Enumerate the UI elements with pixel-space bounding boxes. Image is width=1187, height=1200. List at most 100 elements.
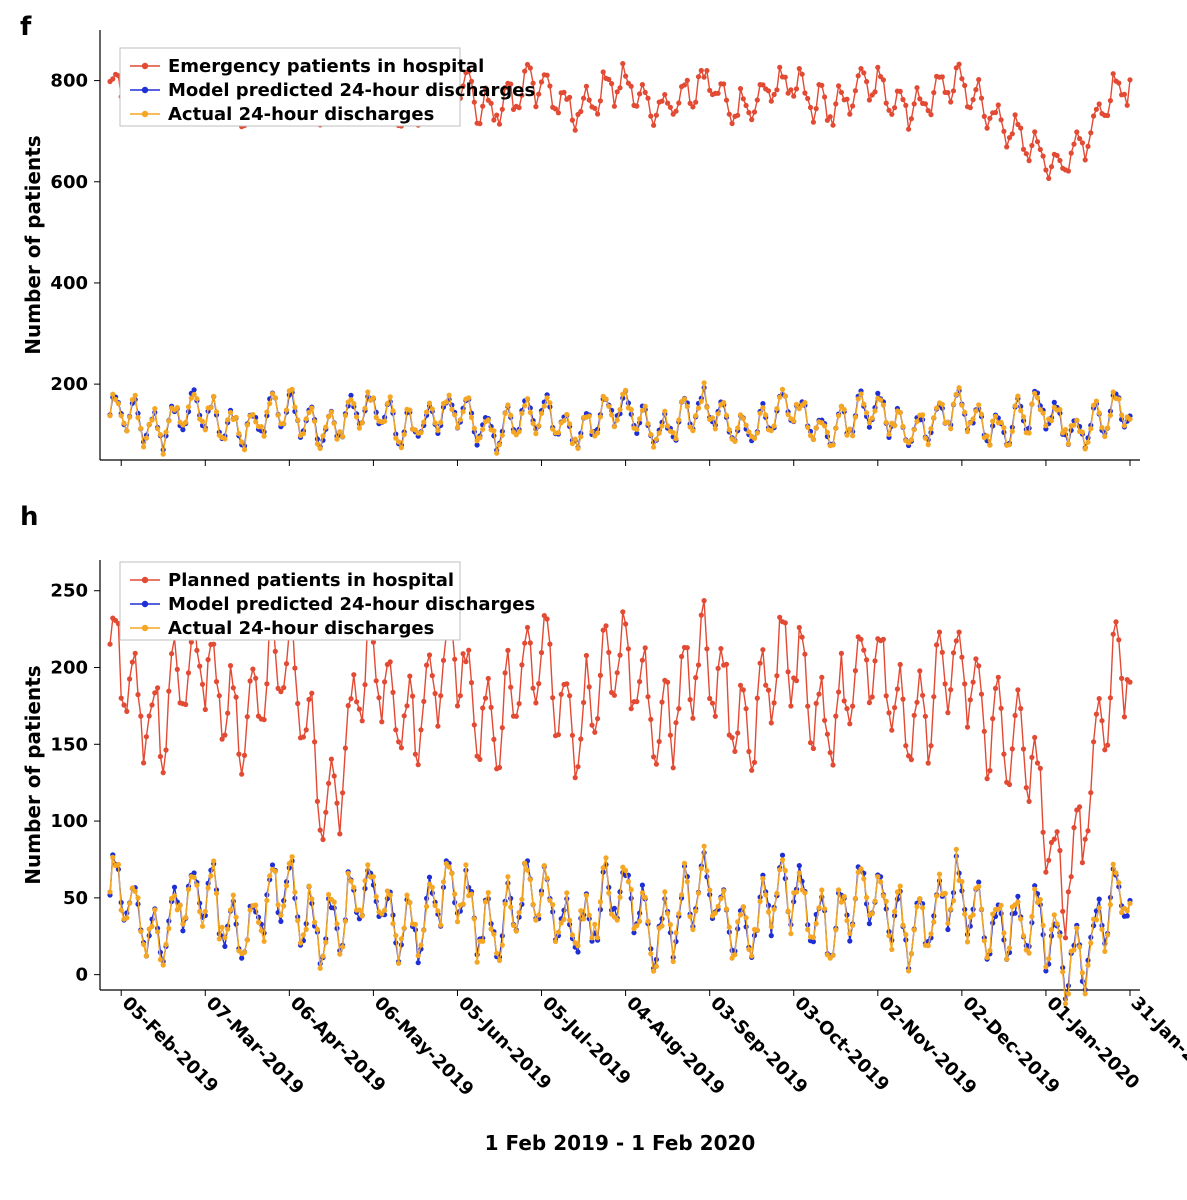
series-orange-point [671, 959, 676, 964]
series-red-point [301, 734, 306, 739]
series-red-point [1052, 837, 1057, 842]
series-red-point [867, 700, 872, 705]
series-orange-point [985, 955, 990, 960]
series-orange-point [447, 864, 452, 869]
series-red-point [1097, 696, 1102, 701]
series-orange-point [438, 420, 443, 425]
series-orange-point [525, 396, 530, 401]
series-orange-point [200, 419, 205, 424]
series-red-point [603, 623, 608, 628]
series-red-point [758, 661, 763, 666]
series-orange-point [418, 430, 423, 435]
series-red-point [612, 693, 617, 698]
series-orange-point [402, 432, 407, 437]
series-red-point [786, 669, 791, 674]
series-blue-point [612, 906, 617, 911]
series-orange-point [598, 414, 603, 419]
series-red-point [662, 92, 667, 97]
series-orange-point [702, 380, 707, 385]
series-orange-point [934, 893, 939, 898]
series-orange-point [194, 883, 199, 888]
series-orange-point [805, 927, 810, 932]
series-red-point [906, 127, 911, 132]
series-orange-point [491, 428, 496, 433]
series-red-point [1018, 706, 1023, 711]
series-red-point [645, 694, 650, 699]
series-red-point [1105, 113, 1110, 118]
series-orange-point [107, 889, 112, 894]
series-orange-point [1018, 916, 1023, 921]
series-orange-point [332, 421, 337, 426]
series-orange-point [178, 903, 183, 908]
series-red-point [640, 658, 645, 663]
series-orange-point [567, 918, 572, 923]
series-orange-point [617, 407, 622, 412]
series-red-point [522, 69, 527, 74]
series-red-point [735, 113, 740, 118]
series-orange-point [1085, 963, 1090, 968]
series-orange-point [990, 911, 995, 916]
series-red-point [702, 598, 707, 603]
series-red-point [755, 97, 760, 102]
series-red-point [965, 725, 970, 730]
series-red-point [236, 752, 241, 757]
series-orange-point [760, 876, 765, 881]
series-orange-point [553, 939, 558, 944]
series-red-point [155, 685, 160, 690]
series-red-point [1013, 112, 1018, 117]
series-orange-point [290, 387, 295, 392]
series-red-point [912, 713, 917, 718]
series-orange-point [847, 931, 852, 936]
series-red-point [601, 628, 606, 633]
series-orange-point [166, 926, 171, 931]
series-red-point [550, 695, 555, 700]
series-red-point [413, 752, 418, 757]
series-orange-point [861, 876, 866, 881]
series-red-point [1043, 870, 1048, 875]
series-orange-point [435, 908, 440, 913]
series-red-point [665, 680, 670, 685]
series-orange-point [962, 912, 967, 917]
series-orange-point [1099, 425, 1104, 430]
series-red-point [124, 709, 129, 714]
series-orange-point [842, 894, 847, 899]
series-orange-point [561, 917, 566, 922]
series-red-point [814, 106, 819, 111]
series-red-point [1094, 107, 1099, 112]
series-orange-point [564, 890, 569, 895]
series-orange-point [1097, 410, 1102, 415]
legend-item-label: Actual 24-hour discharges [168, 104, 434, 125]
series-orange-point [811, 437, 816, 442]
series-red-point [668, 733, 673, 738]
series-orange-point [836, 413, 841, 418]
series-red-point [119, 696, 124, 701]
series-red-point [657, 739, 662, 744]
series-red-point [735, 730, 740, 735]
series-red-point [570, 118, 575, 123]
series-red-point [917, 96, 922, 101]
panel-label-h: h [20, 502, 39, 532]
series-red-point [1027, 158, 1032, 163]
series-orange-point [643, 895, 648, 900]
series-orange-point [1099, 927, 1104, 932]
series-orange-point [533, 918, 538, 923]
series-orange-point [259, 928, 264, 933]
series-orange-point [595, 430, 600, 435]
series-red-point [973, 656, 978, 661]
series-orange-point [326, 414, 331, 419]
series-orange-point [278, 913, 283, 918]
series-orange-point [315, 927, 320, 932]
series-orange-point [528, 877, 533, 882]
series-red-point [704, 646, 709, 651]
series-red-point [833, 101, 838, 106]
series-orange-point [508, 904, 513, 909]
series-orange-point [1013, 403, 1018, 408]
series-orange-point [769, 924, 774, 929]
series-orange-point [228, 907, 233, 912]
series-red-point [573, 128, 578, 133]
series-orange-point [732, 952, 737, 957]
series-orange-point [957, 385, 962, 390]
series-orange-point [1085, 440, 1090, 445]
series-red-point [203, 707, 208, 712]
series-orange-point [242, 950, 247, 955]
